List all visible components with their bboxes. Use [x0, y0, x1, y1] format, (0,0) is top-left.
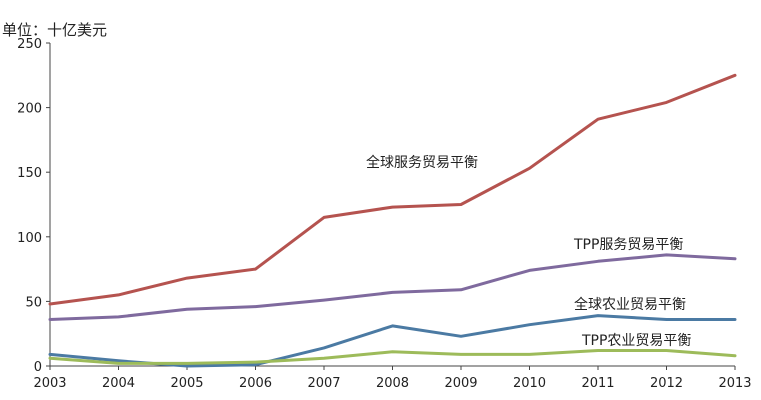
y-tick-label: 150: [17, 166, 42, 181]
x-tick-label: 2008: [376, 376, 409, 391]
y-tick-label: 0: [34, 360, 42, 375]
x-tick-label: 2005: [170, 376, 203, 391]
x-tick-label: 2003: [33, 376, 66, 391]
series-label-global-agriculture: 全球农业贸易平衡: [574, 296, 686, 313]
y-tick-label: 50: [25, 295, 42, 310]
x-ticks: 2003 2004 2005 2006 2007 2008 2009 2010 2011 2012…: [33, 366, 752, 391]
x-tick-label: 2011: [581, 376, 614, 391]
x-tick-label: 2012: [650, 376, 683, 391]
series-label-tpp-services: TPP服务贸易平衡: [573, 237, 683, 253]
unit-label: 单位：十亿美元: [2, 21, 107, 39]
x-tick-label: 2004: [102, 376, 135, 391]
series-line-1: [48, 253, 737, 321]
x-tick-label: 2009: [444, 376, 477, 391]
y-ticks: 0 50 100 150 200 250: [17, 37, 50, 375]
x-tick-label: 2006: [239, 376, 272, 391]
series-line-0: [48, 73, 737, 306]
series-line-3: [48, 349, 737, 365]
series-label-tpp-agriculture: TPP农业贸易平衡: [581, 333, 691, 349]
y-tick-label: 250: [17, 37, 42, 52]
x-tick-label: 2010: [513, 376, 546, 391]
x-tick-label: 2013: [718, 376, 751, 391]
x-tick-label: 2007: [307, 376, 340, 391]
y-tick-label: 200: [17, 102, 42, 117]
y-tick-label: 100: [17, 231, 42, 246]
series-label-global-services: 全球服务贸易平衡: [366, 154, 478, 171]
series-labels: 全球服务贸易平衡 TPP服务贸易平衡 全球农业贸易平衡 TPP农业贸易平衡: [366, 154, 691, 349]
series-lines: [48, 73, 737, 368]
